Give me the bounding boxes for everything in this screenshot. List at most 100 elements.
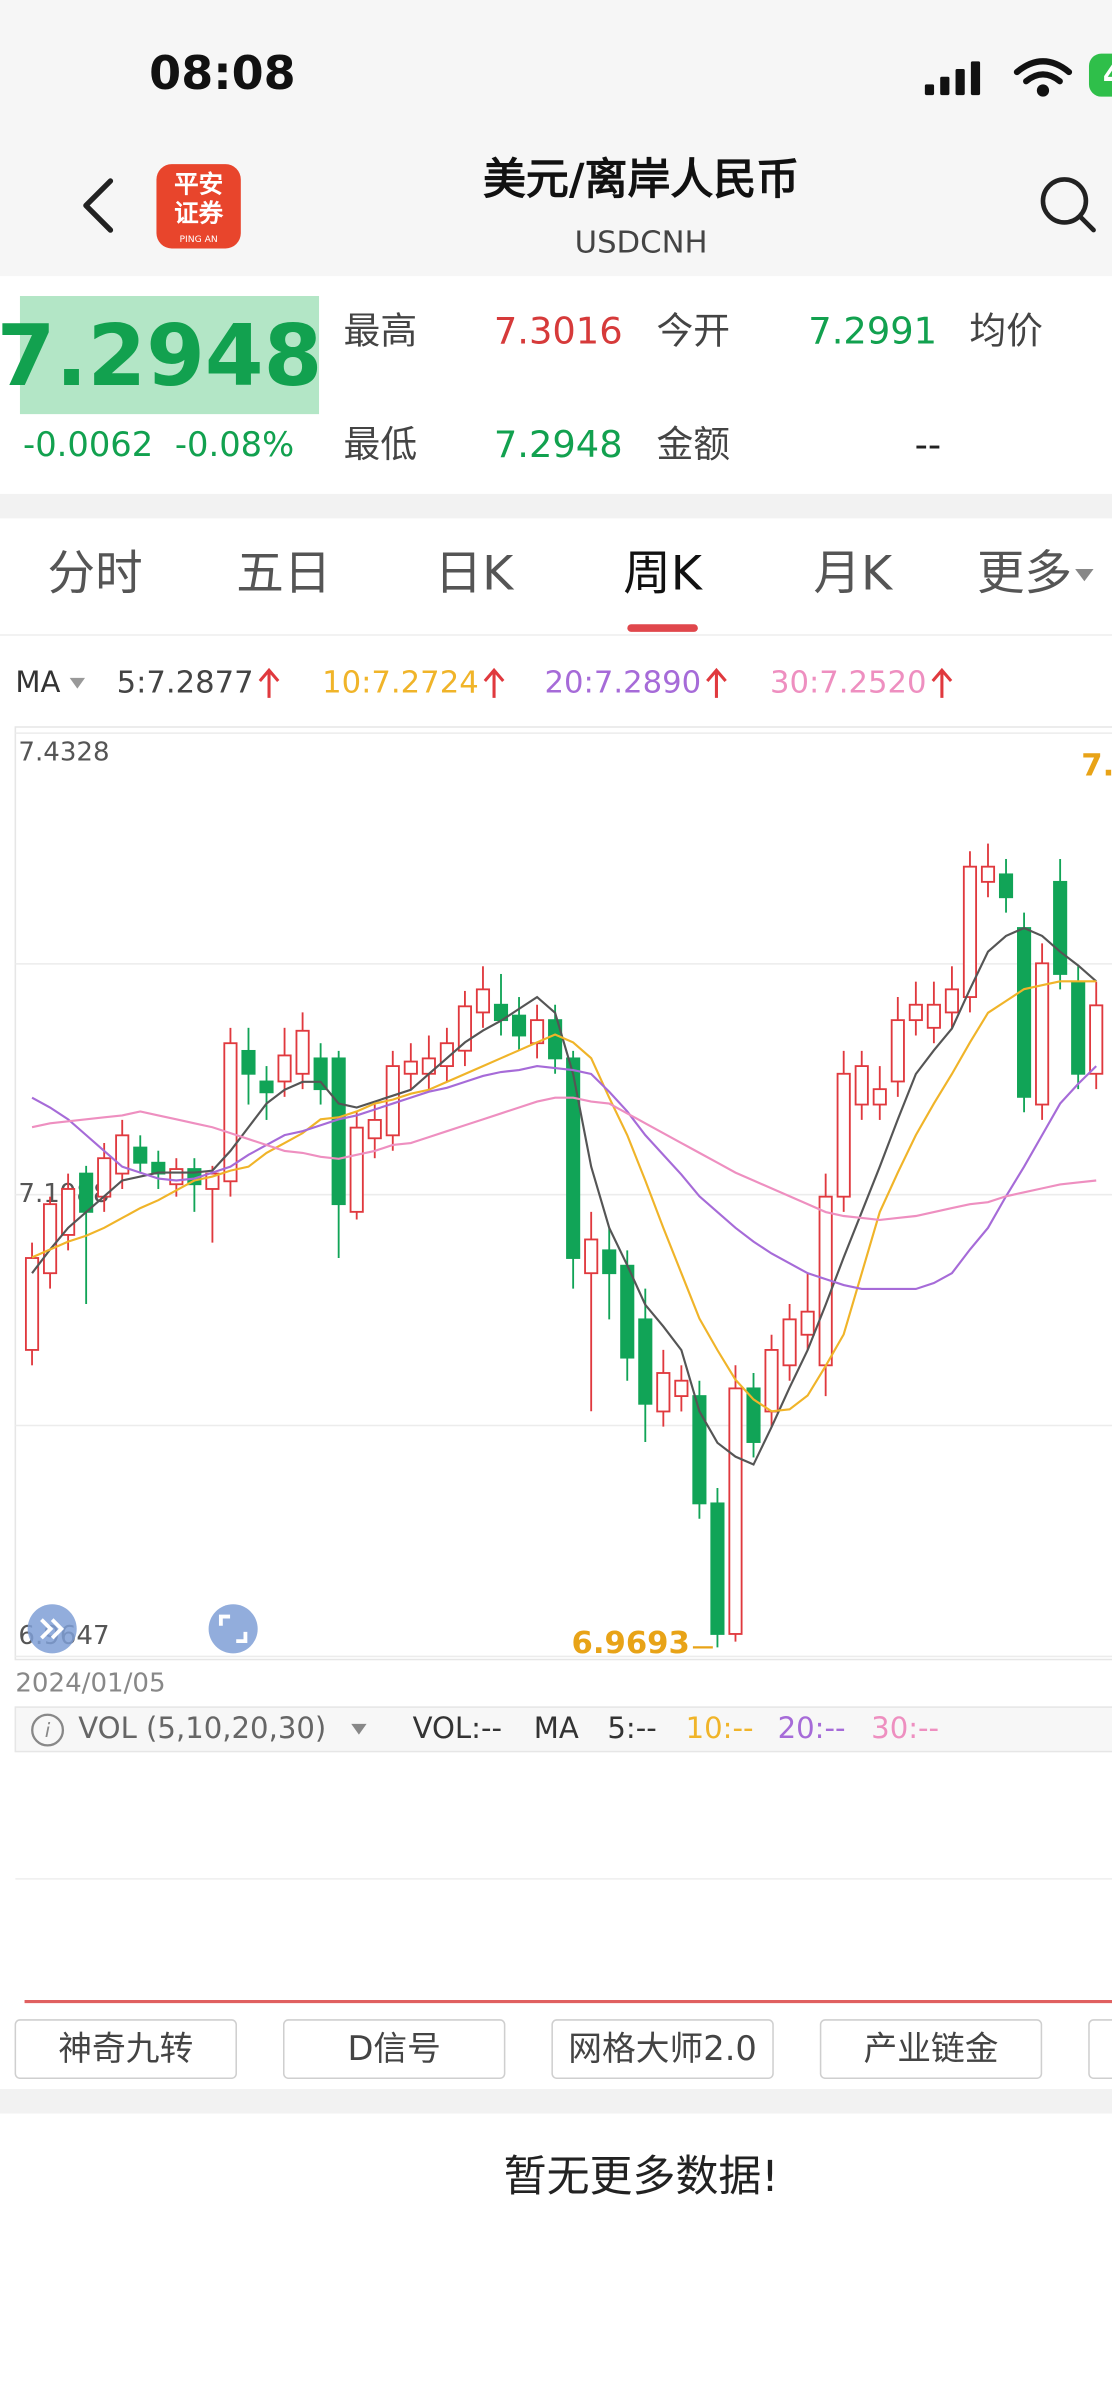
candle-body xyxy=(1071,980,1086,1075)
ma-line xyxy=(31,1065,1097,1291)
tool-buttons: 神奇九转 D信号 网格大师2.0 产业链金 xyxy=(14,2019,1112,2079)
candle-body xyxy=(710,1502,725,1635)
ma-legend-item: 20:7.2890 xyxy=(544,666,701,701)
candle-body xyxy=(61,1188,76,1236)
price-change-pct: -0.08% xyxy=(175,425,294,464)
candle-body xyxy=(674,1379,689,1398)
candle-body xyxy=(223,1042,238,1183)
vol-ma-item: 5:-- xyxy=(607,1711,656,1745)
logo-text: 证券 xyxy=(174,199,224,228)
dropdown-icon xyxy=(1075,569,1094,582)
trend-arrow xyxy=(258,667,280,698)
kline-chart: 7.43287.19886.96476.9693 xyxy=(15,732,1112,1661)
tab[interactable]: 日K xyxy=(435,547,516,602)
fullscreen-button[interactable] xyxy=(208,1604,258,1654)
candle-body xyxy=(746,1387,761,1443)
field-label: 金额 xyxy=(656,423,730,466)
min-label: 6.9693 xyxy=(572,1626,690,1661)
ma-legend: MA 5:7.2877 10:7.2724 20:7.2890 30:7.2520 xyxy=(15,665,953,701)
candle-body xyxy=(79,1172,94,1213)
candle-body xyxy=(259,1080,274,1094)
separator xyxy=(0,493,1112,519)
candle-body xyxy=(584,1238,599,1275)
status-time: 08:08 xyxy=(149,46,295,100)
dropdown-icon xyxy=(69,677,86,689)
tool-button[interactable] xyxy=(1088,2019,1112,2079)
candle-body xyxy=(854,1065,869,1106)
candle-body xyxy=(313,1057,328,1091)
signal-icon xyxy=(924,61,981,96)
no-more-data: 暂无更多数据! xyxy=(504,2152,779,2202)
field-label: 今开 xyxy=(656,309,730,352)
candle-body xyxy=(97,1157,112,1198)
candle-body xyxy=(926,1003,941,1029)
candle-body xyxy=(1089,1004,1104,1075)
tool-button[interactable] xyxy=(282,2019,506,2079)
tab-bar: 分时 五日 日K 周K 月K 更多 xyxy=(48,547,1094,632)
ma-line xyxy=(31,926,1097,1466)
trend-arrow xyxy=(931,667,953,698)
candle-body xyxy=(836,1072,851,1198)
dropdown-icon xyxy=(351,1723,367,1735)
candle-body xyxy=(620,1264,635,1359)
tool-button-label: 网格大师2.0 xyxy=(568,2029,757,2068)
candle-body xyxy=(890,1019,905,1083)
ma-legend-item: 10:7.2724 xyxy=(322,666,479,701)
vol-ma-item: 30:-- xyxy=(871,1711,939,1745)
symbol-code: USDCNH xyxy=(575,225,708,260)
trend-arrow xyxy=(706,667,727,698)
candle-body xyxy=(638,1318,653,1405)
tab-indicator xyxy=(627,624,698,632)
vol-title[interactable]: VOL (5,10,20,30) xyxy=(78,1711,326,1745)
vol-value: VOL:-- xyxy=(413,1711,502,1745)
x-tick-label: 2024/01/05 xyxy=(15,1669,165,1699)
field-value: 7.2991 xyxy=(808,309,937,352)
candle-body xyxy=(331,1057,346,1206)
back-button[interactable] xyxy=(83,178,114,233)
candle-body xyxy=(602,1249,617,1275)
tool-button[interactable] xyxy=(551,2019,774,2079)
candle-body xyxy=(908,1003,923,1022)
info-icon[interactable] xyxy=(31,1713,65,1747)
candle-body xyxy=(277,1054,292,1083)
tool-button[interactable] xyxy=(819,2019,1043,2079)
indicator-name[interactable]: MA xyxy=(15,665,60,699)
candle-body xyxy=(872,1088,887,1106)
search-button[interactable] xyxy=(1040,177,1096,233)
tool-button[interactable] xyxy=(14,2019,237,2079)
y-tick-label: 7.4328 xyxy=(18,738,109,768)
candle-body xyxy=(656,1372,671,1413)
tab[interactable]: 五日 xyxy=(236,547,331,602)
tool-button-label: D信号 xyxy=(347,2029,440,2068)
ma-legend-item: 5:7.2877 xyxy=(117,666,254,701)
candle-body xyxy=(241,1049,256,1075)
logo-text: PING AN xyxy=(179,234,217,245)
tab[interactable]: 更多 xyxy=(977,547,1072,602)
candle-body xyxy=(764,1349,779,1413)
vol-ma-item: 20:-- xyxy=(778,1711,846,1745)
candle-body xyxy=(367,1119,382,1140)
page-title: 美元/离岸人民币 xyxy=(483,155,799,205)
tab[interactable]: 月K xyxy=(813,547,894,602)
field-value: 7.3016 xyxy=(494,309,623,352)
candle-body xyxy=(24,1257,40,1351)
candle-body xyxy=(998,873,1014,899)
candle-body xyxy=(43,1203,58,1275)
plot-frame xyxy=(14,726,1112,1661)
candle-body xyxy=(1053,880,1068,975)
field-value: -- xyxy=(915,423,942,466)
candle-body xyxy=(980,865,996,883)
ma-line xyxy=(31,980,1097,1413)
tool-button-label: 神奇九转 xyxy=(58,2029,193,2068)
tool-button-label: 产业链金 xyxy=(864,2029,999,2068)
price-change: -0.0062 xyxy=(23,425,153,464)
tab[interactable]: 分时 xyxy=(48,547,143,602)
ma-line xyxy=(31,1096,1097,1222)
app-logo xyxy=(156,164,241,249)
tab[interactable]: 周K xyxy=(623,547,704,602)
candle-body xyxy=(295,1029,310,1075)
battery xyxy=(1088,53,1112,97)
candle-body xyxy=(349,1126,364,1213)
last-price: 7.2948 xyxy=(0,307,322,405)
